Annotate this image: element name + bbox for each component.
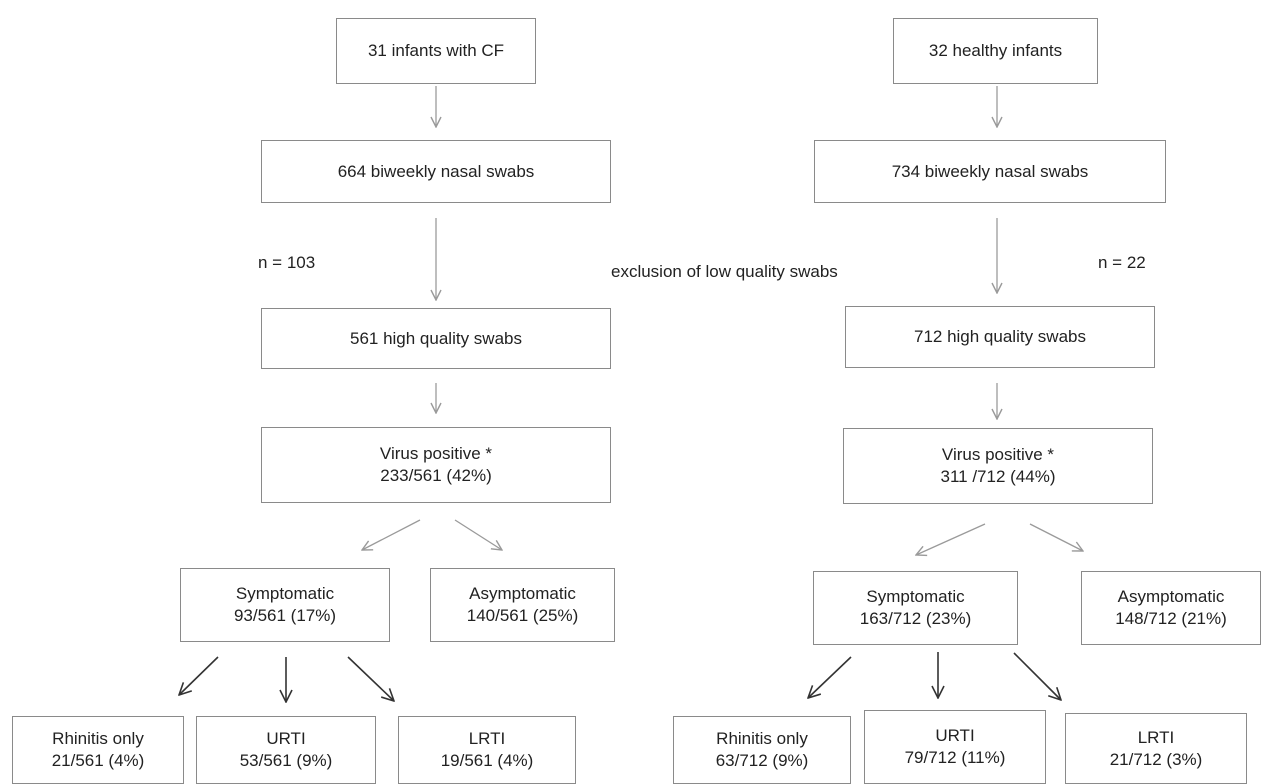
cf-symptomatic-box: Symptomatic 93/561 (17%): [180, 568, 390, 642]
healthy-urti-count: 79/712 (11%): [904, 748, 1006, 767]
cf-lrti-title: LRTI: [468, 729, 506, 748]
cf-virus-positive-title: Virus positive *: [379, 444, 493, 463]
cf-swabs-text: 664 biweekly nasal swabs: [337, 161, 535, 181]
healthy-virus-positive-title: Virus positive *: [941, 445, 1055, 464]
arrow-healthy-virus-to-asymptomatic: [1029, 523, 1083, 551]
healthy-urti-box: URTI 79/712 (11%): [864, 710, 1046, 784]
cf-rhinitis-count: 21/561 (4%): [51, 751, 145, 770]
healthy-lrti-title: LRTI: [1137, 727, 1175, 747]
cf-symptomatic-title: Symptomatic: [235, 584, 335, 603]
cf-virus-positive-box: Virus positive * 233/561 (42%): [261, 427, 611, 503]
cf-asymptomatic-box: Asymptomatic 140/561 (25%): [430, 568, 615, 642]
healthy-virus-positive-count: 311 /712 (44%): [940, 467, 1056, 486]
healthy-lrti-box: LRTI 21/712 (3%): [1065, 713, 1247, 784]
cf-rhinitis-title: Rhinitis only: [52, 729, 144, 748]
healthy-asymptomatic-box: Asymptomatic 148/712 (21%): [1081, 571, 1261, 645]
cf-urti-box: URTI 53/561 (9%): [196, 716, 376, 784]
healthy-asymptomatic-count: 148/712 (21%): [1115, 609, 1227, 628]
healthy-rhinitis-box: Rhinitis only 63/712 (9%): [673, 716, 851, 784]
healthy-rhinitis-count: 63/712 (9%): [715, 751, 809, 770]
healthy-asymptomatic-title: Asymptomatic: [1117, 587, 1225, 606]
healthy-symptomatic-box: Symptomatic 163/712 (23%): [813, 571, 1018, 645]
healthy-lrti-count: 21/712 (3%): [1109, 749, 1203, 769]
cf-high-quality-box: 561 high quality swabs: [261, 308, 611, 369]
cf-swabs-box: 664 biweekly nasal swabs: [261, 140, 611, 203]
cf-high-quality-text: 561 high quality swabs: [349, 328, 522, 348]
cf-symptomatic-count: 93/561 (17%): [233, 606, 337, 625]
healthy-virus-positive-box: Virus positive * 311 /712 (44%): [843, 428, 1153, 504]
cf-cohort-text: 31 infants with CF: [367, 41, 505, 60]
healthy-symptomatic-count: 163/712 (23%): [859, 609, 972, 628]
healthy-rhinitis-title: Rhinitis only: [716, 729, 808, 748]
cf-cohort-box: 31 infants with CF: [336, 18, 536, 84]
arrow-healthy-to-lrti: [1013, 652, 1061, 700]
cf-urti-title: URTI: [266, 729, 306, 748]
cf-lrti-box: LRTI 19/561 (4%): [398, 716, 576, 784]
healthy-cohort-box: 32 healthy infants: [893, 18, 1098, 84]
arrow-cf-to-lrti: [347, 656, 394, 701]
cf-exclusion-count: n = 103: [258, 253, 316, 272]
healthy-urti-title: URTI: [935, 726, 975, 745]
cf-asymptomatic-count: 140/561 (25%): [466, 606, 579, 625]
healthy-high-quality-text: 712 high quality swabs: [913, 327, 1086, 346]
cf-lrti-count: 19/561 (4%): [440, 751, 534, 770]
arrow-cf-virus-to-symptomatic: [362, 519, 421, 550]
cf-urti-count: 53/561 (9%): [239, 751, 333, 770]
healthy-symptomatic-title: Symptomatic: [866, 587, 965, 606]
healthy-cohort-text: 32 healthy infants: [928, 41, 1063, 60]
arrow-cf-virus-to-asymptomatic: [454, 519, 502, 550]
cf-asymptomatic-title: Asymptomatic: [469, 584, 576, 603]
exclusion-label: exclusion of low quality swabs: [611, 262, 838, 281]
cf-rhinitis-box: Rhinitis only 21/561 (4%): [12, 716, 184, 784]
healthy-swabs-text: 734 biweekly nasal swabs: [891, 161, 1089, 181]
healthy-swabs-box: 734 biweekly nasal swabs: [814, 140, 1166, 203]
arrow-cf-to-rhinitis: [179, 656, 219, 695]
healthy-exclusion-count: n = 22: [1098, 253, 1146, 272]
arrow-healthy-to-rhinitis: [808, 656, 852, 698]
cf-virus-positive-count: 233/561 (42%): [380, 466, 492, 485]
healthy-high-quality-box: 712 high quality swabs: [845, 306, 1155, 368]
arrow-healthy-virus-to-symptomatic: [916, 523, 986, 555]
